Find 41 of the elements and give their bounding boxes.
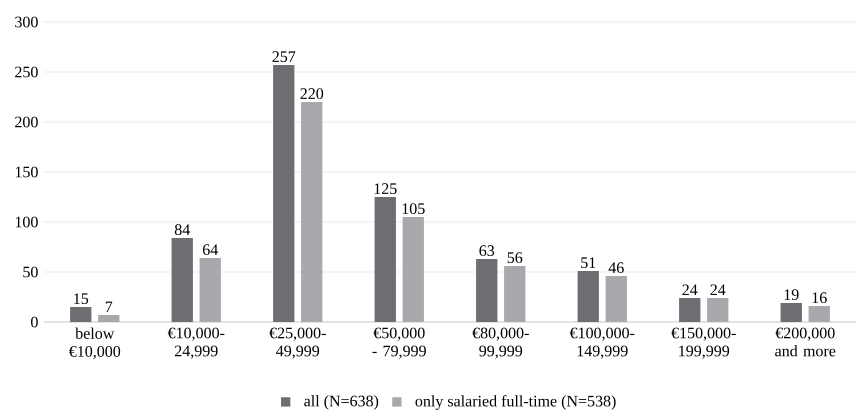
y-tick-label: 50 <box>23 266 38 278</box>
data-label: 220 <box>300 88 324 100</box>
x-tick-label: €25,000-49,999 <box>269 328 326 359</box>
bar <box>780 302 802 322</box>
data-label: 125 <box>374 183 397 194</box>
data-label: 105 <box>402 203 425 214</box>
legend-label: only salaried full-time (N=538) <box>416 395 616 410</box>
bar <box>172 238 193 322</box>
data-label: 63 <box>479 245 494 256</box>
bar <box>70 306 92 322</box>
data-label: 84 <box>174 224 190 236</box>
data-label: 7 <box>106 302 112 312</box>
x-tick-label: €150,000-199,999 <box>671 328 736 359</box>
data-label: 24 <box>710 284 726 296</box>
x-tick-label: €50,000 - 79,999 <box>372 328 426 359</box>
data-label: 64 <box>202 244 218 256</box>
data-label: 56 <box>508 252 522 264</box>
bar <box>578 270 599 322</box>
bar <box>476 258 498 322</box>
bar <box>679 298 700 322</box>
x-tick-label: €80,000-99,999 <box>472 328 529 359</box>
bar <box>374 196 396 322</box>
y-tick-label: 100 <box>16 216 38 228</box>
legend-label: all (N=638) <box>304 395 378 410</box>
data-label: 51 <box>581 257 596 268</box>
y-tick-label: 200 <box>15 116 38 128</box>
x-tick-label: below €10,000 <box>69 328 120 360</box>
bar <box>273 64 294 322</box>
y-tick-label: 300 <box>15 16 38 28</box>
x-tick-label: €10,000-24,999 <box>168 328 224 359</box>
data-label: 19 <box>784 289 799 300</box>
data-label: 24 <box>682 284 698 296</box>
x-tick-label: €100,000-149,999 <box>570 328 634 359</box>
y-tick-label: 250 <box>15 66 38 78</box>
data-label: 16 <box>812 292 827 304</box>
x-tick-label: €200,000 and more <box>775 328 836 356</box>
data-label: 257 <box>272 51 296 62</box>
y-tick-label: 0 <box>31 316 38 328</box>
data-label: 15 <box>74 293 88 304</box>
data-label: 46 <box>608 262 624 274</box>
y-tick-label: 150 <box>16 166 38 178</box>
